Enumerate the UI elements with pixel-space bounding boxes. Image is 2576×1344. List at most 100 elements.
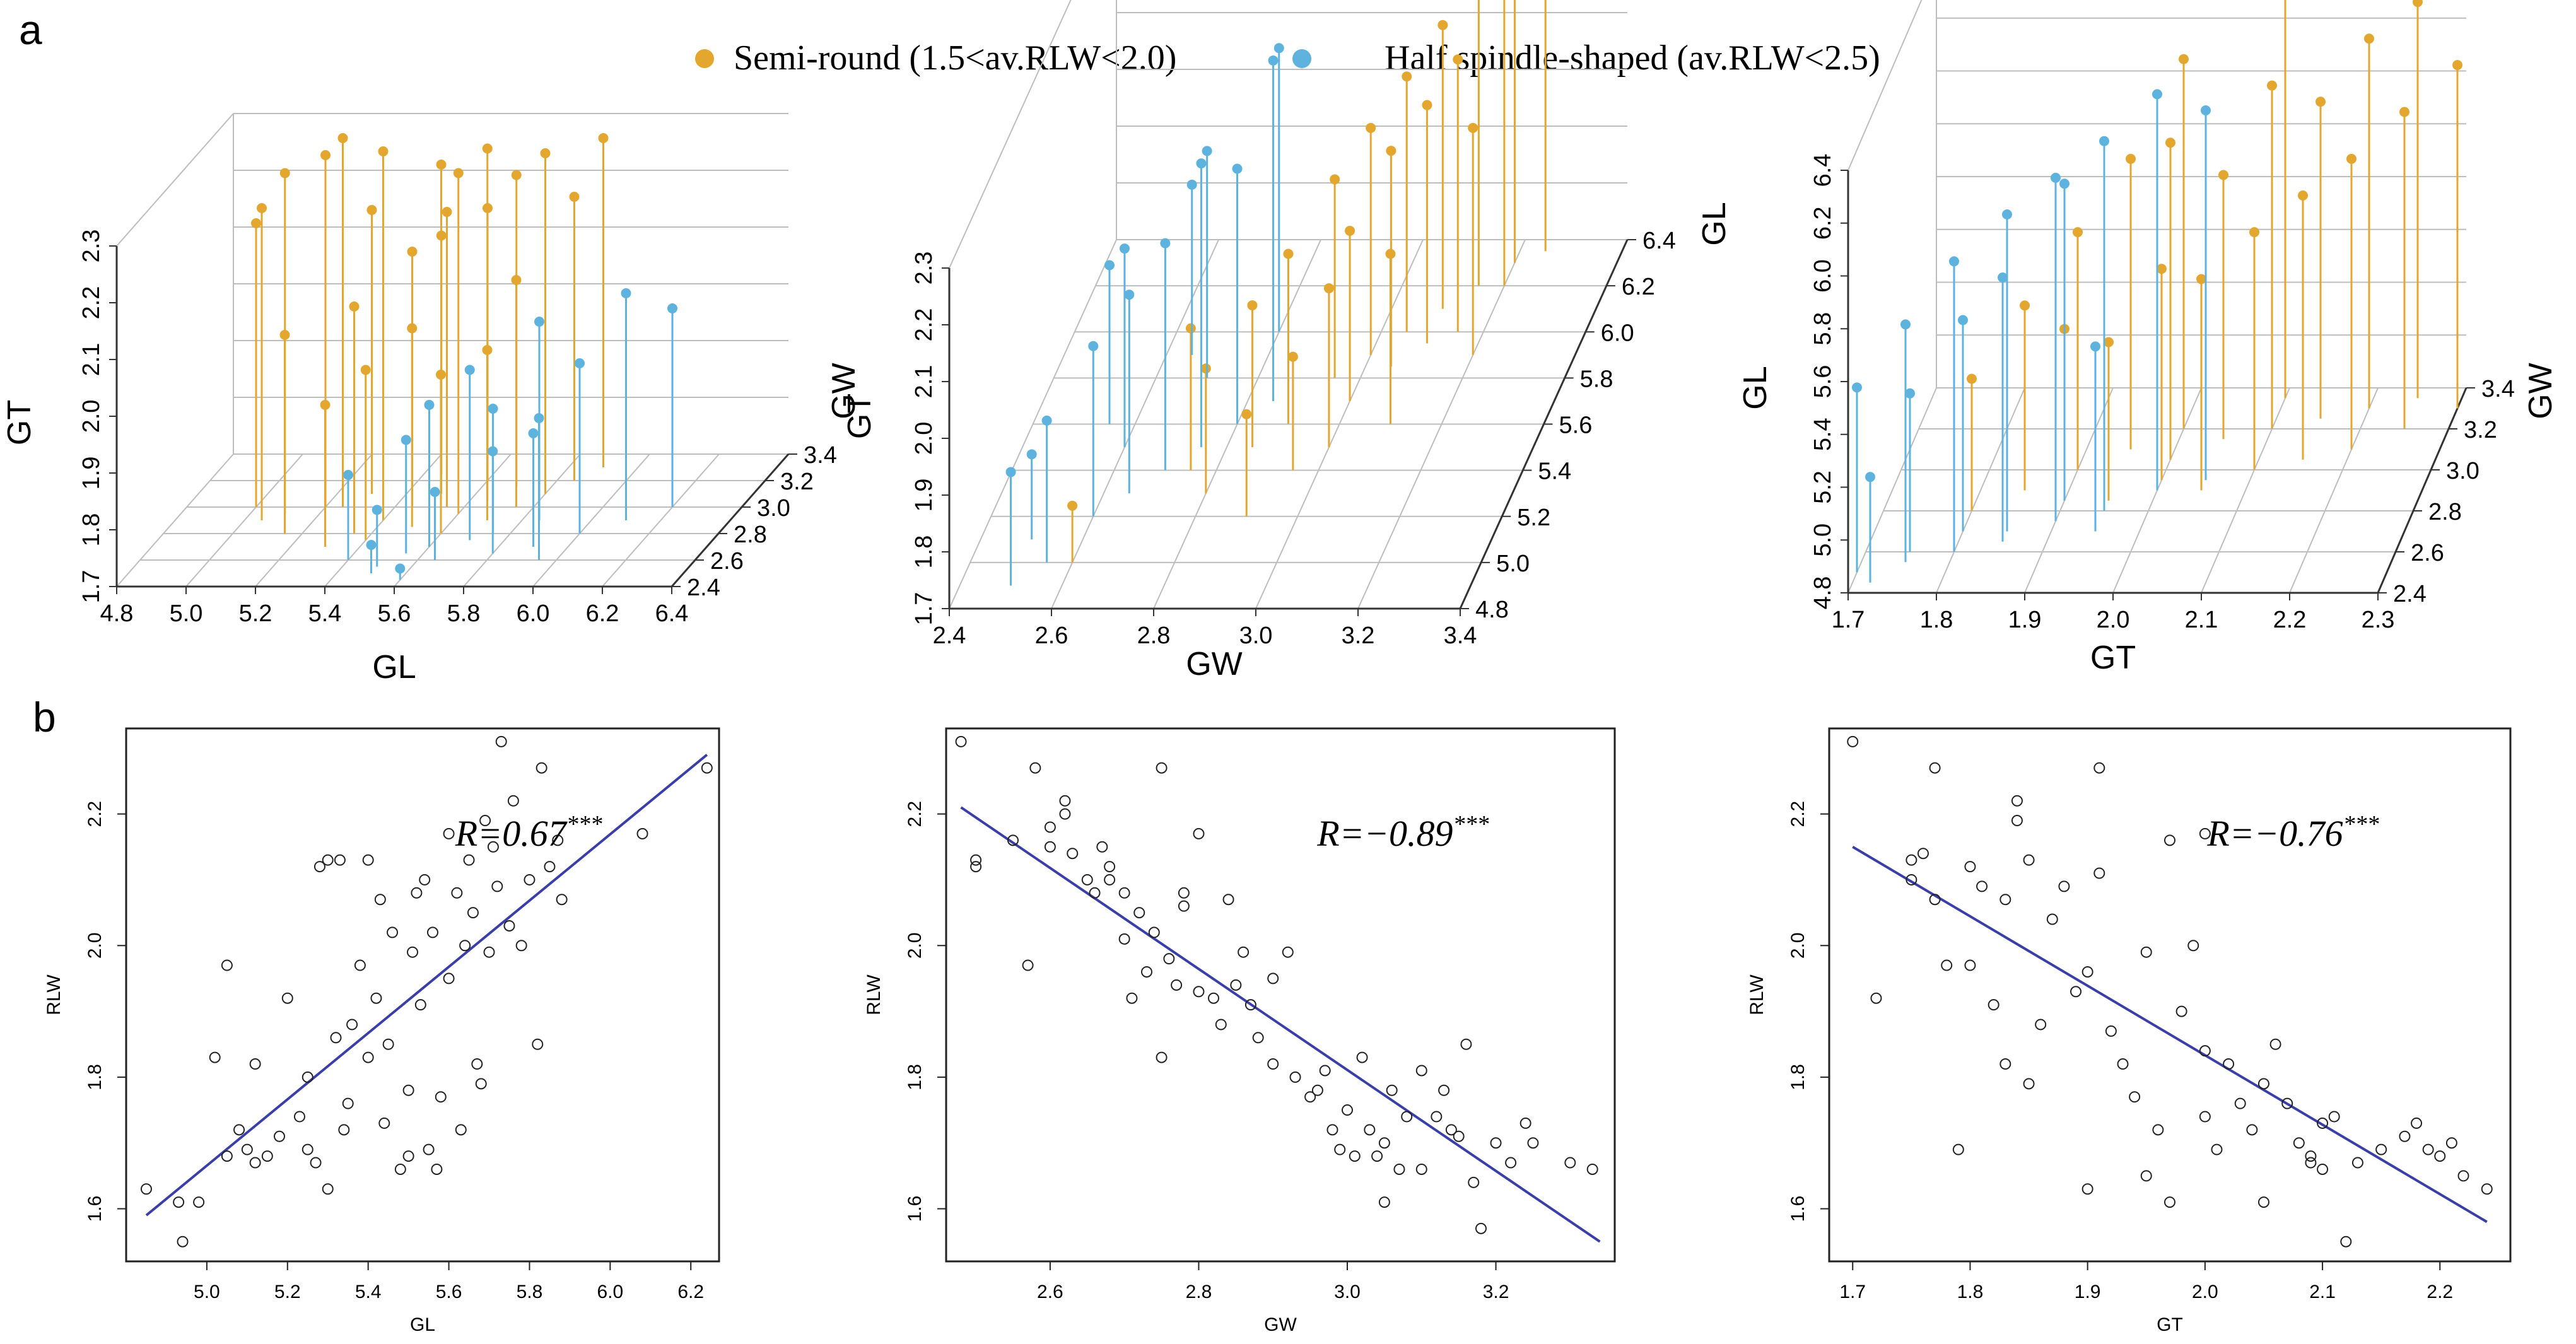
data-point	[395, 563, 406, 574]
x-tick-label: 2.1	[2309, 1282, 2336, 1302]
data-point	[2211, 1143, 2223, 1155]
data-point	[2281, 1097, 2293, 1109]
data-point	[1334, 1143, 1346, 1155]
chart-3d-a2: 2.4 2.6 2.8 3.0 3.2 3.44.8 5.0 5.2 5.4 5.6 5.8 6.0 6…	[841, 0, 1733, 682]
data-point	[1252, 1032, 1264, 1044]
y-axis-line	[670, 453, 790, 587]
data-point	[337, 133, 348, 143]
x-tick-label: 5.4	[355, 1282, 382, 1302]
data-point	[1088, 341, 1099, 351]
data-point	[366, 540, 377, 550]
significance-stars: ***	[1453, 811, 1489, 838]
data-point	[1156, 1051, 1168, 1063]
data-point	[1196, 158, 1207, 169]
data-point	[1041, 415, 1052, 426]
data-point	[2346, 153, 2356, 164]
data-point	[2399, 107, 2409, 117]
data-point	[442, 207, 452, 217]
x-tick-label: 2.0	[2097, 607, 2130, 633]
data-point	[2117, 1058, 2129, 1070]
data-point	[221, 959, 233, 971]
data-point	[424, 400, 435, 410]
series-half-spindle-shaped	[1005, 43, 1284, 586]
y-tick-label: 5.0	[1496, 551, 1530, 577]
x-tick-label: 5.6	[436, 1282, 462, 1302]
data-point	[362, 1051, 374, 1063]
data-point	[2140, 1170, 2152, 1182]
z-axis-label: GT	[841, 394, 878, 439]
y-tick-label: 1.6	[85, 1196, 105, 1222]
data-point	[1005, 467, 1016, 477]
y-tick-label: 2.2	[85, 801, 105, 827]
x-tick-label: 2.3	[2362, 607, 2395, 633]
data-point	[435, 1091, 447, 1103]
z-tick-label: 1.8	[78, 513, 105, 547]
data-point	[407, 247, 418, 257]
data-point	[2445, 1137, 2457, 1149]
data-point	[2002, 209, 2012, 219]
y-axis-label: RLW	[864, 974, 884, 1015]
data-point	[1364, 1124, 1376, 1136]
data-point	[487, 841, 499, 853]
data-point	[1401, 1111, 1413, 1123]
z-tick-label: 5.8	[1810, 312, 1836, 346]
x-tick-label: 2.8	[1137, 622, 1171, 649]
chart-scatter-b2: 2.6 2.8 3.0 3.2 1.6 1.8 2.0 2.2 GW RLW R=−0.89***	[864, 727, 1616, 1335]
data-point	[1323, 283, 1334, 294]
floor-grid-line	[185, 453, 303, 587]
z-tick-label: 1.9	[911, 479, 937, 512]
data-point	[2073, 227, 2083, 238]
x-tick-label: 3.2	[1483, 1282, 1509, 1302]
data-point	[1402, 71, 1412, 82]
data-point	[1564, 1157, 1576, 1169]
data-point	[2452, 60, 2462, 71]
chart-3d-a3: 1.7 1.8 1.9 2.0 2.1 2.2 2.32.4 2.6 2.8 3.0 3.2 3.4 4…	[1737, 0, 2559, 676]
z-tick-label: 2.1	[911, 365, 937, 399]
data-point	[1949, 256, 1959, 267]
x-tick-label: 3.4	[1444, 622, 1477, 649]
data-point	[1366, 122, 1376, 133]
x-tick-label: 1.9	[2008, 607, 2042, 633]
data-point	[1244, 999, 1256, 1011]
series-half-spindle-shaped	[343, 288, 677, 580]
x-tick-label: 2.8	[1186, 1282, 1212, 1302]
data-point	[1067, 500, 1078, 511]
y-tick-label: 2.8	[2428, 499, 2462, 525]
data-point	[482, 345, 493, 355]
box-edge-line	[949, 0, 1072, 269]
data-point	[293, 1111, 305, 1123]
y-tick-label: 3.4	[804, 442, 837, 469]
data-point	[1283, 248, 1294, 259]
data-point	[374, 894, 386, 906]
floor-grid-line	[2289, 387, 2379, 593]
data-point	[1185, 323, 1196, 334]
data-point	[1345, 225, 1355, 236]
data-point	[1089, 887, 1101, 899]
data-point	[1929, 762, 1941, 774]
data-point	[2011, 815, 2023, 827]
data-point	[970, 854, 982, 866]
x-tick-label: 2.1	[2185, 607, 2218, 633]
data-point	[1193, 986, 1205, 998]
data-point	[667, 303, 677, 313]
data-point	[257, 203, 267, 213]
data-point	[2315, 96, 2326, 107]
data-point	[1865, 472, 1875, 482]
data-point	[1586, 1163, 1598, 1175]
data-point	[2099, 136, 2109, 146]
z-tick-label: 2.3	[78, 230, 105, 263]
x-tick-label: 2.6	[1035, 622, 1068, 649]
data-point	[552, 834, 564, 846]
data-point	[511, 275, 522, 285]
data-point	[173, 1196, 185, 1208]
data-point	[414, 999, 426, 1011]
data-point	[2399, 1130, 2411, 1142]
y-tick-label: 2.0	[1788, 932, 1808, 959]
data-point	[2152, 1124, 2164, 1136]
data-point	[443, 827, 455, 839]
data-point	[251, 218, 261, 228]
data-point	[1431, 1111, 1443, 1123]
data-point	[2058, 880, 2070, 892]
y-tick-label: 2.0	[905, 932, 925, 959]
data-point	[407, 323, 418, 334]
